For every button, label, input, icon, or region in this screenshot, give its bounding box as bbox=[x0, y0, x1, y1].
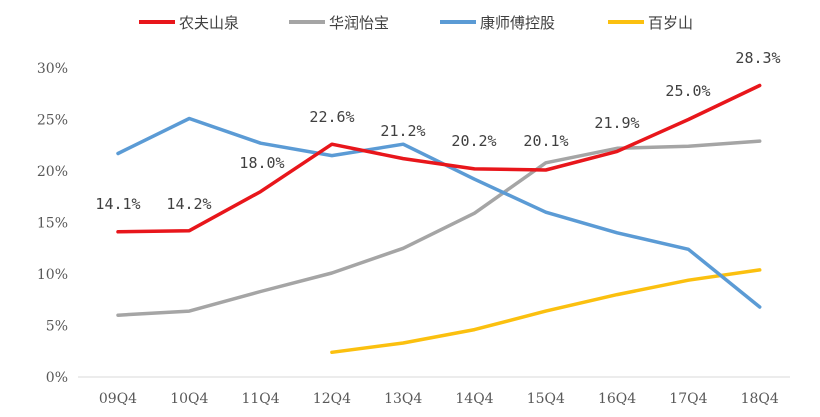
x-tick-label: 09Q4 bbox=[99, 391, 137, 407]
data-label: 25.0% bbox=[665, 82, 710, 100]
x-tick-label: 17Q4 bbox=[669, 391, 707, 407]
x-tick-label: 14Q4 bbox=[455, 391, 493, 407]
y-tick-label: 5% bbox=[46, 319, 68, 335]
x-tick-label: 12Q4 bbox=[313, 391, 351, 407]
legend-label: 康师傅控股 bbox=[480, 14, 555, 32]
series-line-0 bbox=[116, 83, 762, 234]
legend-label: 百岁山 bbox=[648, 14, 693, 32]
data-label: 14.2% bbox=[166, 195, 211, 213]
data-label: 22.6% bbox=[309, 108, 354, 126]
y-tick-label: 25% bbox=[37, 113, 68, 129]
x-tick-label: 11Q4 bbox=[241, 391, 279, 407]
data-label: 21.2% bbox=[380, 122, 425, 140]
legend-label: 华润怡宝 bbox=[329, 14, 389, 32]
data-labels: 14.1% 14.2% 18.0% 22.6% 21.2% 20.2% 20.1% 21.9%… bbox=[95, 49, 780, 213]
series-line-2 bbox=[116, 116, 762, 309]
x-tick-label: 18Q4 bbox=[741, 391, 779, 407]
y-tick-label: 15% bbox=[37, 216, 68, 232]
y-tick-label: 30% bbox=[37, 61, 68, 77]
y-tick-label: 20% bbox=[37, 164, 68, 180]
x-tick-label: 16Q4 bbox=[598, 391, 636, 407]
data-label: 20.2% bbox=[451, 132, 496, 150]
data-label: 14.1% bbox=[95, 195, 140, 213]
x-tick-label: 10Q4 bbox=[170, 391, 208, 407]
data-label: 20.1% bbox=[523, 132, 568, 150]
x-tick-label: 15Q4 bbox=[527, 391, 565, 407]
series-line-1 bbox=[116, 139, 762, 317]
series-lines bbox=[116, 83, 762, 355]
legend: 农夫山泉 华润怡宝 康师傅控股 百岁山 bbox=[139, 14, 693, 32]
x-tick-label: 13Q4 bbox=[384, 391, 422, 407]
legend-label: 农夫山泉 bbox=[179, 14, 239, 32]
data-label: 18.0% bbox=[239, 154, 284, 172]
y-tick-label: 0% bbox=[46, 370, 68, 386]
series-line-3 bbox=[330, 268, 762, 355]
data-label: 21.9% bbox=[594, 114, 639, 132]
y-tick-label: 10% bbox=[37, 267, 68, 283]
data-label: 28.3% bbox=[735, 49, 780, 67]
y-axis-ticks: 0% 5% 10% 15% 20% 25% 30% bbox=[37, 61, 68, 386]
x-axis-ticks: 09Q4 10Q4 11Q4 12Q4 13Q4 14Q4 15Q4 16Q4 17Q4 18Q4 bbox=[99, 391, 779, 407]
